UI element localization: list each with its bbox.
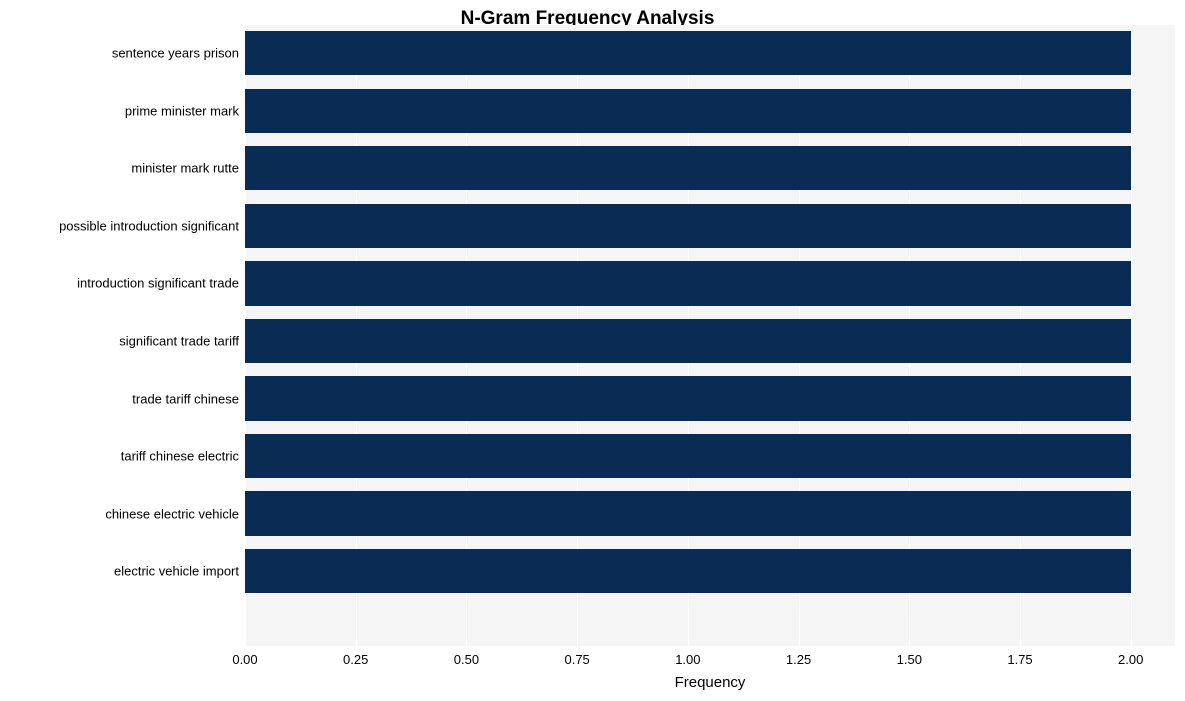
bar [245, 204, 1131, 248]
plot-area [245, 36, 1175, 646]
y-tick-label: possible introduction significant [0, 218, 239, 233]
x-tick-label: 1.00 [675, 652, 700, 667]
y-tick-label: sentence years prison [0, 46, 239, 61]
y-tick-label: tariff chinese electric [0, 449, 239, 464]
bar [245, 434, 1131, 478]
bar [245, 261, 1131, 305]
y-tick-label: minister mark rutte [0, 161, 239, 176]
grid-line [1131, 36, 1132, 646]
x-tick-label: 0.50 [454, 652, 479, 667]
x-tick-label: 1.50 [897, 652, 922, 667]
x-tick-label: 2.00 [1118, 652, 1143, 667]
x-axis-title: Frequency [245, 674, 1175, 691]
y-tick-label: chinese electric vehicle [0, 506, 239, 521]
bar [245, 31, 1131, 75]
x-tick-label: 0.25 [343, 652, 368, 667]
x-tick-label: 1.75 [1007, 652, 1032, 667]
y-tick-label: electric vehicle import [0, 564, 239, 579]
y-tick-label: introduction significant trade [0, 276, 239, 291]
x-tick-label: 0.75 [564, 652, 589, 667]
y-tick-label: prime minister mark [0, 103, 239, 118]
y-tick-label: significant trade tariff [0, 334, 239, 349]
bar [245, 89, 1131, 133]
bar [245, 376, 1131, 420]
grid-band [245, 600, 1175, 646]
plot-canvas [245, 36, 1175, 646]
bar [245, 491, 1131, 535]
bar [245, 549, 1131, 593]
bar [245, 319, 1131, 363]
y-tick-label: trade tariff chinese [0, 391, 239, 406]
x-tick-label: 1.25 [786, 652, 811, 667]
bar [245, 146, 1131, 190]
ngram-frequency-chart: N-Gram Frequency Analysis sentence years… [0, 0, 1185, 701]
x-tick-label: 0.00 [232, 652, 257, 667]
